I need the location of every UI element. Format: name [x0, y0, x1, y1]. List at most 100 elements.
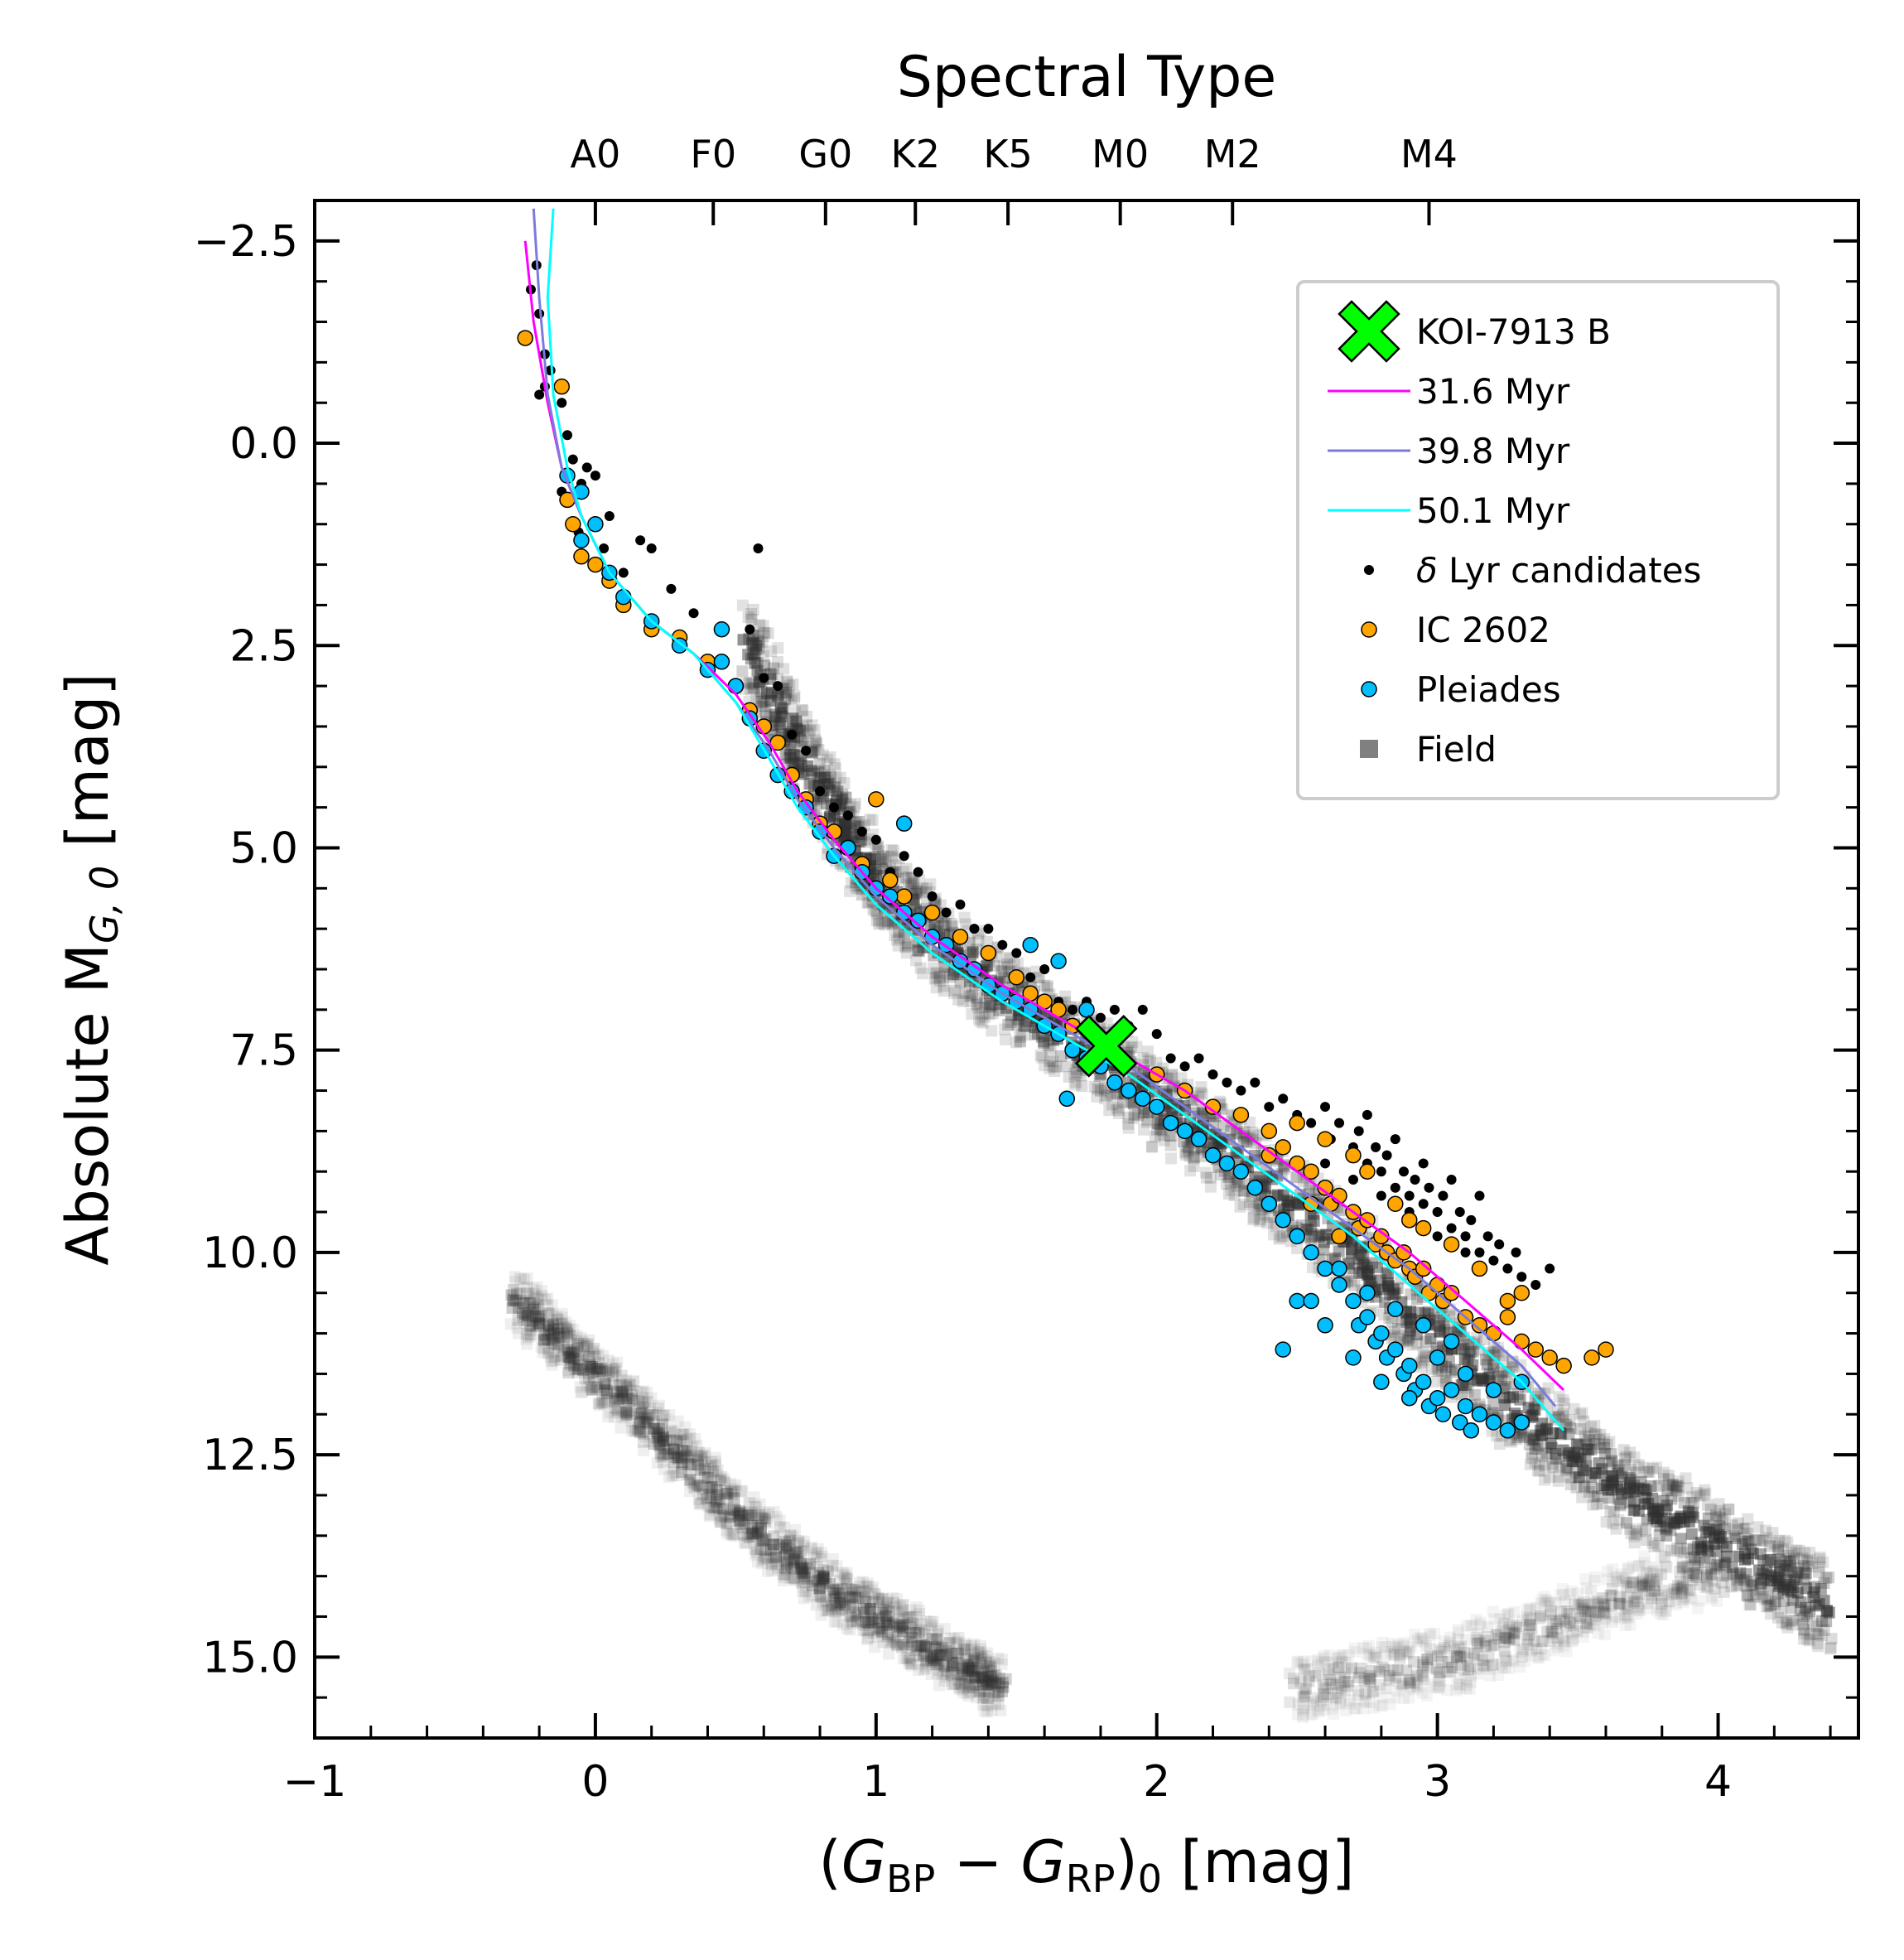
- field-bin: [896, 1603, 909, 1615]
- field-bin: [637, 1415, 649, 1427]
- field-bin: [750, 1549, 762, 1562]
- field-bin: [563, 1351, 576, 1364]
- field-bin: [1444, 1366, 1457, 1378]
- field-bin: [1535, 1610, 1547, 1623]
- field-bin: [622, 1393, 634, 1405]
- field-bin: [870, 914, 883, 926]
- field-bin: [697, 1456, 710, 1468]
- field-bin: [555, 1330, 567, 1343]
- field-bin: [1258, 1209, 1270, 1221]
- field-bin: [1711, 1558, 1723, 1571]
- field-bin: [691, 1479, 703, 1491]
- field-bin: [755, 1557, 768, 1570]
- field-bin: [1499, 1381, 1511, 1393]
- field-bin: [998, 972, 1010, 984]
- field-bin: [586, 1383, 599, 1395]
- field-bin: [565, 1356, 577, 1369]
- field-bin: [770, 1551, 783, 1563]
- field-bin: [1660, 1504, 1672, 1516]
- field-bin: [1557, 1393, 1569, 1406]
- field-white-dwarf: [504, 1271, 1012, 1718]
- field-bin: [1036, 1051, 1048, 1064]
- field-bin: [1769, 1557, 1781, 1569]
- legend-label: 31.6 Myr: [1416, 371, 1570, 412]
- field-bin: [692, 1453, 704, 1465]
- field-bin: [759, 1551, 771, 1563]
- field-bin: [867, 1596, 880, 1608]
- field-bin: [1709, 1510, 1722, 1523]
- field-bin: [1231, 1180, 1243, 1192]
- field-bin: [1462, 1354, 1474, 1367]
- field-bin: [1815, 1583, 1827, 1596]
- field-bin: [901, 1641, 913, 1653]
- field-bin: [748, 1542, 760, 1555]
- field-bin: [587, 1342, 600, 1354]
- field-bin: [976, 1007, 989, 1020]
- field-bin: [836, 1567, 849, 1579]
- field-bin: [754, 1542, 767, 1555]
- field-bin: [521, 1338, 533, 1350]
- field-bin: [1780, 1563, 1792, 1576]
- field-bin: [1694, 1551, 1706, 1563]
- field-bin: [1596, 1497, 1608, 1509]
- field-bin: [699, 1447, 711, 1460]
- field-bin: [1582, 1427, 1594, 1439]
- field-bin: [794, 1545, 807, 1557]
- field-bin: [895, 1641, 908, 1653]
- field-bin: [1788, 1574, 1800, 1586]
- field-bin: [1773, 1553, 1786, 1566]
- field-bin: [1583, 1486, 1595, 1499]
- field-bin: [1535, 1643, 1548, 1655]
- field-bin: [1076, 1080, 1088, 1093]
- field-bin: [1101, 1089, 1113, 1102]
- field-bin: [1244, 1196, 1256, 1209]
- field-bin: [1238, 1136, 1251, 1148]
- field-bin: [527, 1303, 539, 1316]
- field-bin: [852, 1606, 865, 1619]
- field-bin: [930, 1658, 942, 1670]
- field-bin: [1639, 1525, 1651, 1538]
- field-bin: [804, 1557, 817, 1570]
- field-bin: [841, 1573, 854, 1586]
- field-bin: [728, 1492, 740, 1504]
- field-bin: [1652, 1480, 1665, 1492]
- field-bin: [532, 1317, 544, 1330]
- field-bin: [576, 1335, 589, 1348]
- field-bin: [637, 1427, 649, 1440]
- field-bin: [1620, 1517, 1632, 1529]
- field-bin: [837, 1618, 850, 1630]
- field-bin: [1284, 1696, 1296, 1708]
- field-bin: [913, 1626, 925, 1639]
- field-bin: [1573, 1439, 1585, 1451]
- field-bin: [753, 643, 765, 655]
- field-bin: [848, 801, 860, 813]
- field-bin: [705, 1460, 717, 1472]
- field-bin: [754, 619, 766, 631]
- series-point: [1541, 1349, 1558, 1366]
- field-bin: [907, 1619, 919, 1631]
- field-bin: [1612, 1513, 1625, 1526]
- field-bin: [1484, 1368, 1497, 1380]
- series-point: [1516, 1272, 1527, 1282]
- field-bin: [1578, 1480, 1590, 1492]
- field-bin: [526, 1320, 538, 1333]
- field-bin: [772, 1563, 784, 1576]
- field-bin: [1586, 1482, 1598, 1494]
- field-bin: [1463, 1338, 1475, 1350]
- series-point: [815, 786, 826, 797]
- field-bin: [1640, 1534, 1652, 1547]
- field-bin: [1088, 1080, 1101, 1093]
- field-bin: [797, 1567, 809, 1580]
- field-bin: [906, 1611, 918, 1624]
- field-bin: [676, 1458, 688, 1470]
- field-bin: [1588, 1491, 1600, 1504]
- field-bin: [1585, 1421, 1598, 1433]
- field-bin: [755, 1532, 768, 1544]
- field-bin: [1624, 1446, 1636, 1459]
- field-bin: [860, 1624, 873, 1637]
- field-bin: [831, 1596, 843, 1609]
- field-bin: [1726, 1562, 1738, 1574]
- field-bin: [1740, 1568, 1752, 1581]
- field-bin: [1552, 1404, 1564, 1417]
- field-bin: [1742, 1528, 1754, 1540]
